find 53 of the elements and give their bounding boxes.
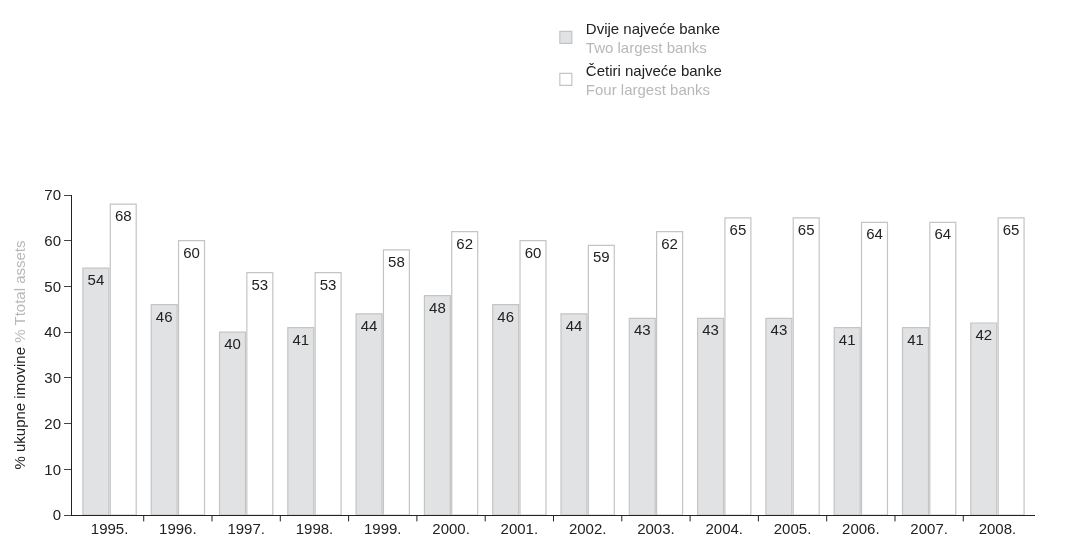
x-tick-label: 1996.: [159, 520, 197, 537]
data-label: 64: [934, 225, 952, 243]
y-tick-label: 60: [44, 231, 61, 249]
data-label: 41: [292, 330, 310, 348]
y-tick-label: 10: [44, 460, 61, 478]
x-tick-label: 1997.: [227, 520, 265, 537]
data-label: 68: [114, 207, 132, 225]
data-label: 54: [87, 271, 105, 289]
data-label: 43: [770, 321, 788, 339]
data-label: 62: [661, 234, 678, 252]
data-label: 53: [251, 275, 269, 293]
data-label: 44: [360, 316, 378, 334]
y-axis-title: % ukupne imovine % Ttotal assets: [10, 240, 28, 470]
data-label: 60: [524, 243, 542, 261]
x-tick-label: 2004.: [705, 520, 744, 537]
x-tick-label: 2007.: [910, 520, 948, 537]
x-tick-label: 1999.: [363, 520, 402, 537]
data-label: 41: [838, 330, 856, 348]
x-tick-label: 2000.: [432, 520, 470, 537]
y-tick-label: 40: [44, 323, 61, 341]
data-label: 48: [429, 298, 446, 316]
data-label: 62: [456, 234, 474, 252]
data-label: 46: [497, 307, 515, 325]
x-tick-label: 1998.: [295, 520, 334, 537]
x-tick-label: 1995.: [90, 520, 129, 537]
x-tick-label: 2002.: [568, 520, 607, 537]
data-label: 42: [975, 326, 993, 343]
data-label: 41: [907, 330, 924, 348]
y-tick-label: 30: [44, 369, 61, 387]
x-tick-label: 2006.: [842, 520, 880, 537]
legend-label: Četiri najveće banke Four largest banks: [585, 61, 722, 98]
data-label: 43: [633, 321, 651, 339]
data-label: 64: [866, 225, 883, 243]
data-label: 60: [183, 243, 200, 261]
data-label: 43: [702, 321, 719, 339]
data-label: 65: [797, 220, 815, 238]
data-label: 58: [388, 252, 405, 270]
y-tick-label: 20: [44, 414, 61, 432]
data-label: 46: [155, 307, 173, 325]
y-tick-label: 70: [44, 186, 61, 204]
data-label: 65: [1002, 220, 1020, 238]
data-label: 40: [224, 335, 241, 353]
data-label: 53: [319, 275, 337, 293]
data-label: 59: [592, 248, 610, 266]
y-tick-label: 0: [52, 506, 61, 524]
legend-label: Dvije najveće banke Two largest banks: [585, 19, 721, 56]
x-tick-label: 2005.: [773, 520, 812, 537]
y-tick-label: 50: [44, 277, 61, 295]
data-label: 65: [729, 220, 747, 238]
data-label: 44: [565, 316, 583, 334]
x-tick-label: 2001.: [500, 520, 539, 537]
x-tick-label: 2008.: [978, 520, 1017, 537]
x-tick-label: 2003.: [637, 520, 675, 537]
